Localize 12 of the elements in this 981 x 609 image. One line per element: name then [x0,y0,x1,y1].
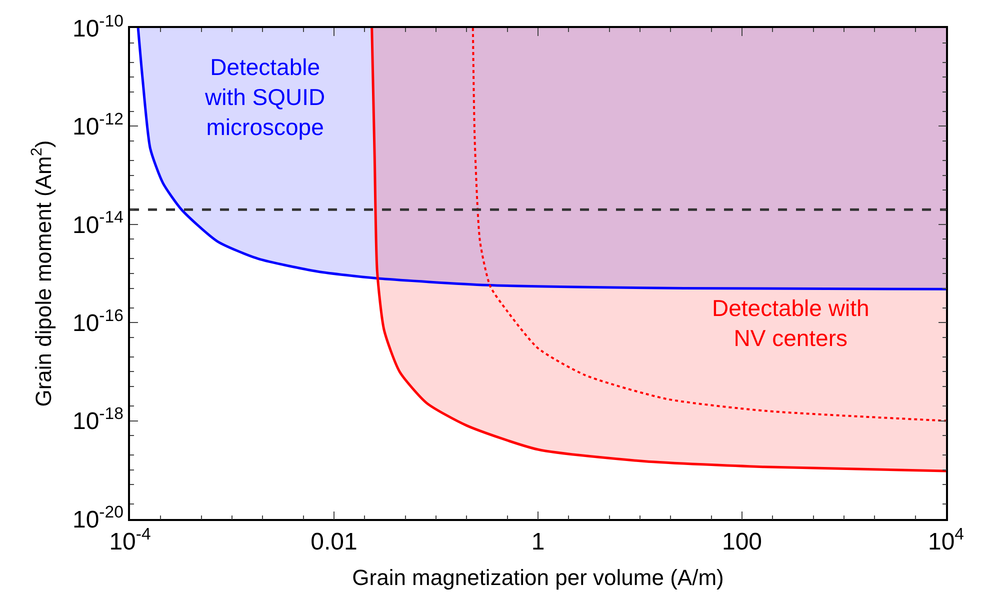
x-tick-label: 10$^{4}$ [928,524,964,556]
annotation: Detectable with NV centers [712,295,870,351]
y-tick-label: 10$^{-16}$ [72,306,124,337]
y-tick-label: 10$^{-18}$ [72,404,124,436]
y-tick-label: 10$^{-14}$ [72,208,124,239]
y-tick-label: 10$^{-12}$ [72,110,124,141]
x-axis-title: Grain magnetization per volume (A/m) [352,564,724,590]
x-tick-label: 100 [722,528,762,556]
x-tick-label: 1 [531,528,545,556]
x-tick-label: 0.01 [310,528,358,556]
y-tick-label: 10$^{-10}$ [72,11,124,42]
annotation: Detectable with SQUID microscope [204,54,326,140]
